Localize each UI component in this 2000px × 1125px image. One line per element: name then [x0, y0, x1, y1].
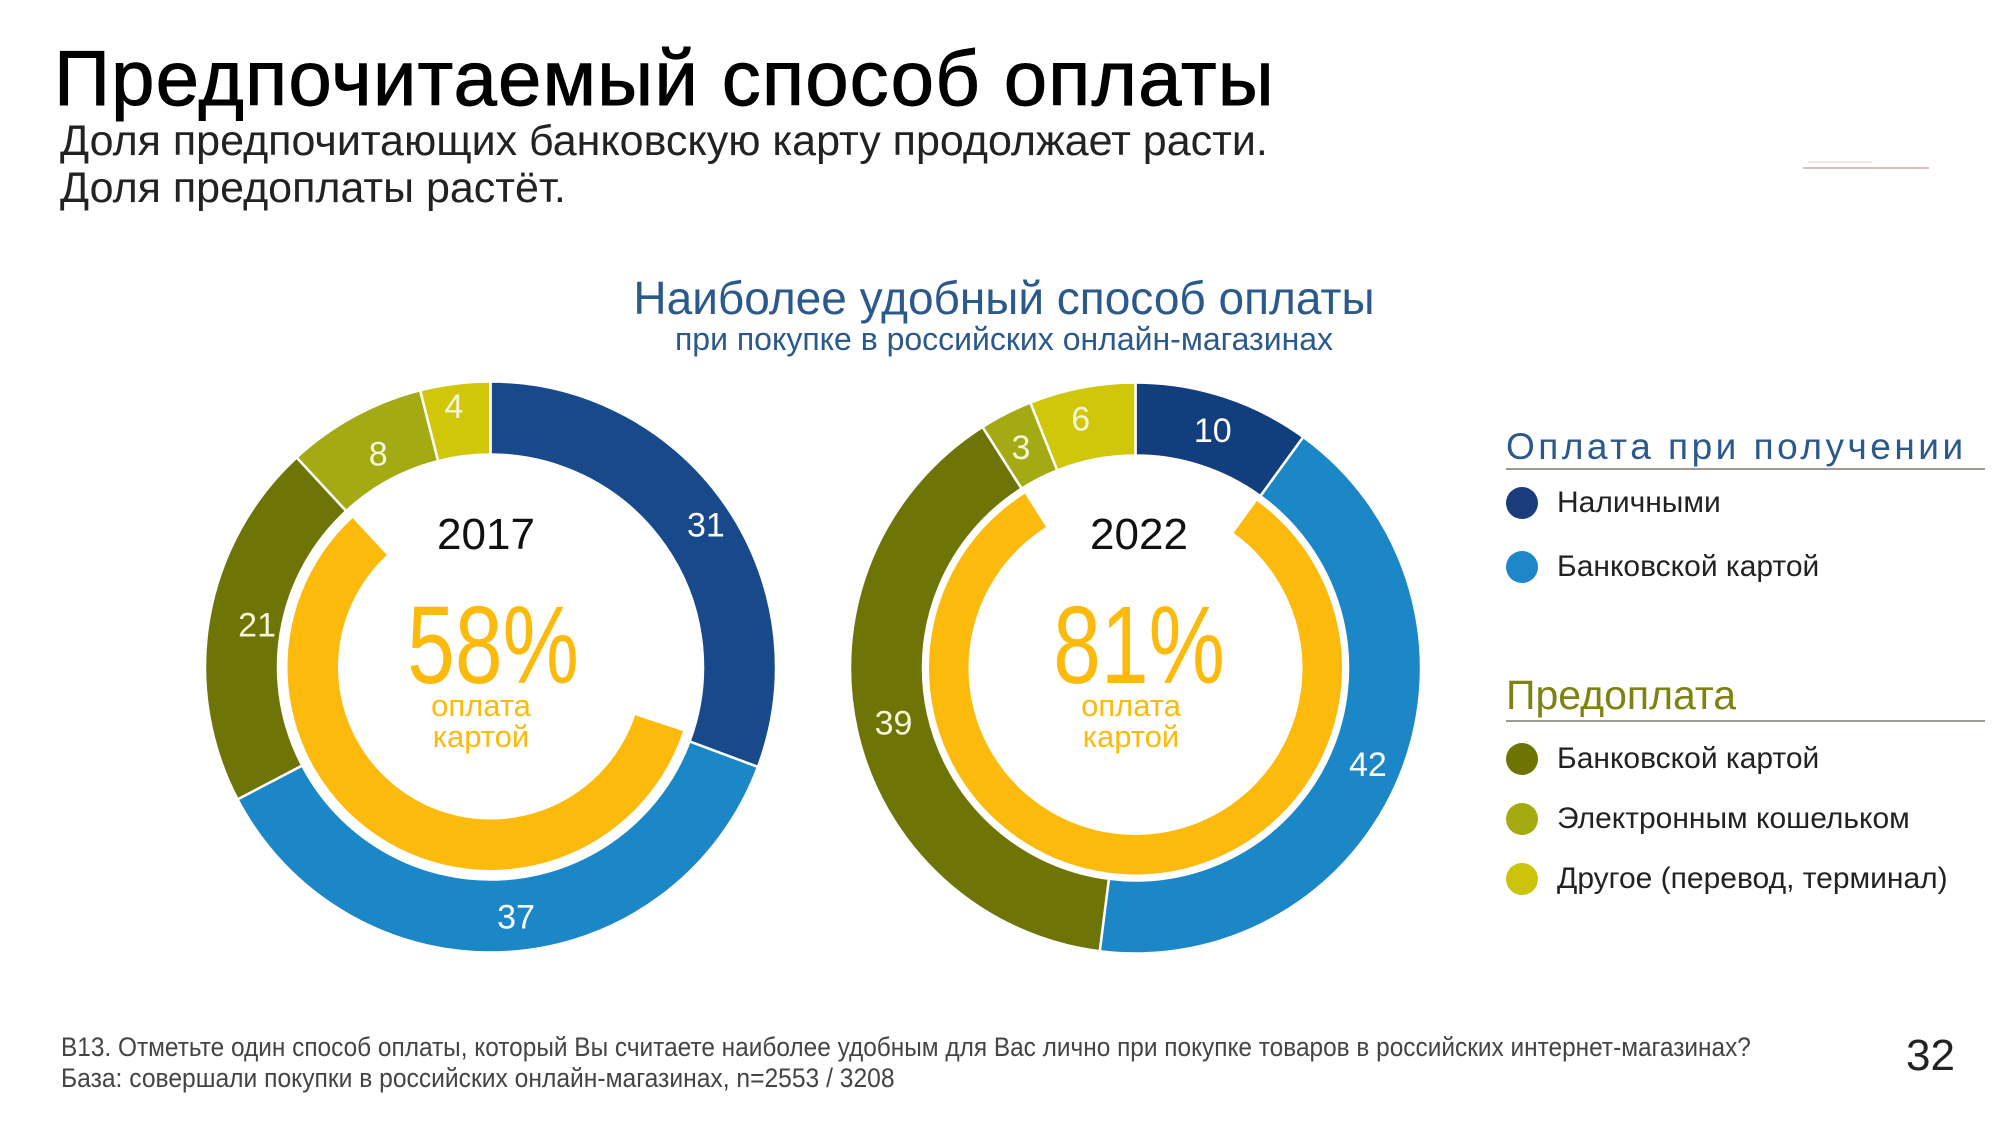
svg-text:картой: картой: [1083, 719, 1179, 754]
svg-text:4: 4: [445, 388, 464, 426]
svg-text:37: 37: [497, 899, 535, 937]
svg-text:оплата: оплата: [431, 688, 532, 723]
svg-text:8: 8: [369, 435, 388, 473]
svg-text:31: 31: [687, 507, 725, 545]
svg-text:58%: 58%: [407, 584, 579, 707]
svg-text:21: 21: [238, 606, 276, 644]
svg-text:42: 42: [1349, 746, 1387, 784]
svg-text:81%: 81%: [1053, 584, 1225, 707]
svg-text:2017: 2017: [437, 510, 535, 559]
svg-text:6: 6: [1071, 400, 1090, 438]
svg-text:10: 10: [1194, 412, 1232, 450]
svg-text:оплата: оплата: [1081, 688, 1182, 723]
svg-text:2022: 2022: [1090, 510, 1188, 559]
svg-text:3: 3: [1012, 429, 1031, 467]
svg-text:картой: картой: [433, 719, 529, 754]
svg-text:39: 39: [875, 705, 913, 743]
